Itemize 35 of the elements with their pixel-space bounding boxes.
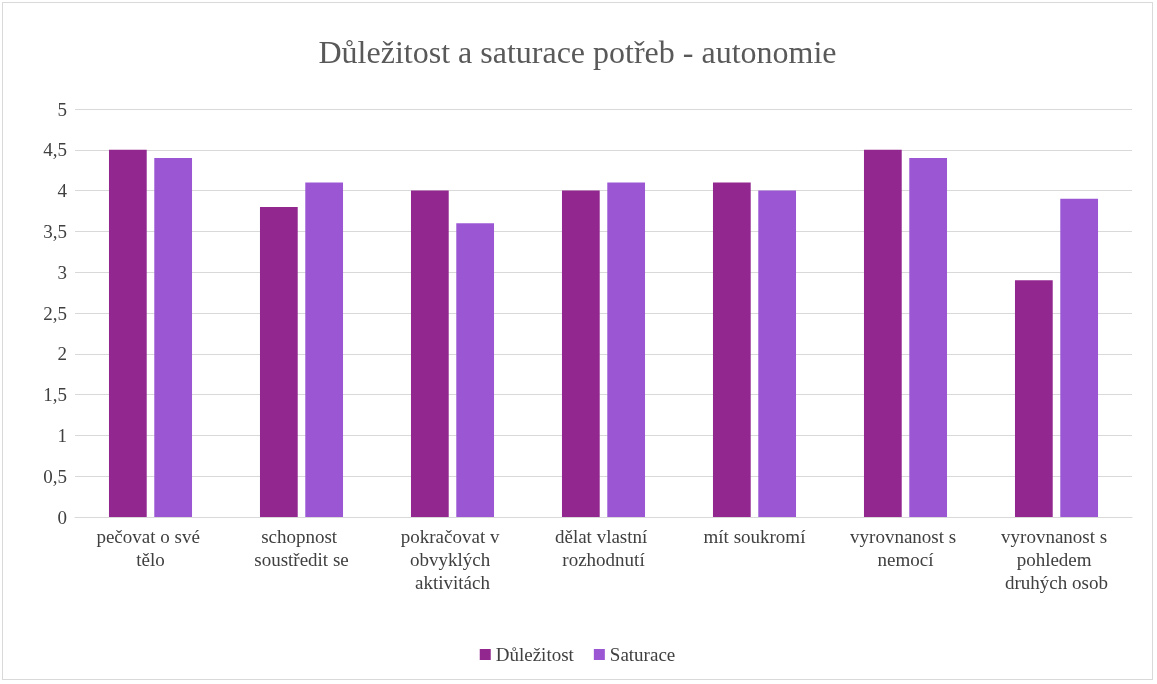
y-tick-label: 1,5 — [43, 384, 67, 406]
x-tick-label: schopnost soustředit se — [254, 526, 349, 570]
y-tick-label: 1 — [57, 424, 67, 446]
bar — [1014, 280, 1053, 517]
y-tick-label: 2,5 — [43, 302, 67, 324]
bar — [863, 149, 902, 517]
bar — [1060, 198, 1099, 517]
y-tick-label: 3 — [57, 261, 67, 283]
x-tick-label: pečovat o své tělo — [96, 526, 205, 570]
bar — [712, 182, 751, 517]
bar — [259, 206, 298, 517]
bar — [154, 157, 193, 517]
bar — [410, 190, 449, 517]
y-tick-label: 4 — [57, 180, 68, 202]
x-tick-label: dělat vlastní rozhodnutí — [554, 526, 653, 570]
y-tick-label: 5 — [57, 98, 67, 120]
bar — [456, 223, 495, 517]
x-tick-label: pokračovat v obvyklých aktivitách — [400, 526, 505, 593]
y-tick-label: 2 — [57, 343, 67, 365]
bar — [561, 190, 600, 517]
bar — [108, 149, 147, 517]
y-tick-label: 4,5 — [43, 139, 67, 161]
bar — [305, 182, 344, 517]
x-tick-label: vyrovnanost s nemocí — [850, 526, 961, 570]
y-tick-label: 3,5 — [43, 220, 67, 242]
bar — [607, 182, 646, 517]
chart-title: Důležitost a saturace potřeb - autonomie — [318, 34, 837, 70]
y-tick-label: 0 — [57, 506, 67, 528]
x-tick-label: mít soukromí — [703, 526, 807, 547]
x-tick-label: vyrovnanost s pohledem druhých osob — [1001, 526, 1112, 593]
y-tick-label: 0,5 — [43, 465, 67, 487]
legend-label: Saturace — [609, 644, 676, 665]
bar — [758, 190, 797, 517]
legend-label: Důležitost — [495, 644, 575, 665]
bar — [909, 157, 948, 517]
